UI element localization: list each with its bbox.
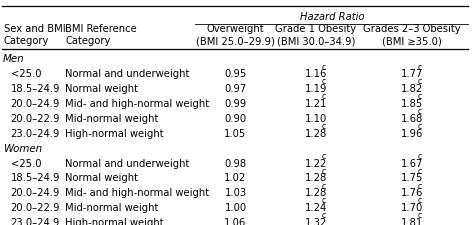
Text: c: c — [321, 166, 326, 175]
Text: Grades 2–3 Obesity
(BMI ≥35.0): Grades 2–3 Obesity (BMI ≥35.0) — [364, 24, 461, 46]
Text: High-normal weight: High-normal weight — [65, 128, 164, 138]
Text: 0.97: 0.97 — [224, 84, 246, 94]
Text: c: c — [321, 181, 326, 190]
Text: c: c — [321, 151, 326, 160]
Text: Normal weight: Normal weight — [65, 173, 138, 182]
Text: c: c — [418, 122, 422, 130]
Text: 1.06: 1.06 — [224, 217, 246, 225]
Text: c: c — [418, 210, 422, 219]
Text: Mid- and high-normal weight: Mid- and high-normal weight — [65, 187, 210, 197]
Text: 1.70: 1.70 — [401, 202, 423, 212]
Text: Grade 1 Obesity
(BMI 30.0–34.9): Grade 1 Obesity (BMI 30.0–34.9) — [275, 24, 356, 46]
Text: c: c — [321, 196, 326, 205]
Text: High-normal weight: High-normal weight — [65, 217, 164, 225]
Text: 1.68: 1.68 — [401, 113, 423, 123]
Text: BMI Reference
Category: BMI Reference Category — [65, 24, 137, 46]
Text: c: c — [418, 77, 422, 86]
Text: 18.5–24.9: 18.5–24.9 — [10, 84, 60, 94]
Text: 1.05: 1.05 — [224, 128, 246, 138]
Text: Normal and underweight: Normal and underweight — [65, 158, 190, 168]
Text: 18.5–24.9: 18.5–24.9 — [10, 173, 60, 182]
Text: 1.21: 1.21 — [305, 99, 327, 108]
Text: c: c — [321, 210, 326, 219]
Text: c: c — [418, 92, 422, 101]
Text: Mid-normal weight: Mid-normal weight — [65, 202, 159, 212]
Text: 1.22: 1.22 — [305, 158, 327, 168]
Text: Normal and underweight: Normal and underweight — [65, 69, 190, 79]
Text: 0.90: 0.90 — [224, 113, 246, 123]
Text: 1.28: 1.28 — [305, 173, 327, 182]
Text: 1.00: 1.00 — [224, 202, 246, 212]
Text: 0.98: 0.98 — [224, 158, 246, 168]
Text: c: c — [321, 62, 326, 71]
Text: Hazard Ratio: Hazard Ratio — [300, 11, 364, 22]
Text: 1.32: 1.32 — [305, 217, 327, 225]
Text: c: c — [418, 181, 422, 190]
Text: Normal weight: Normal weight — [65, 84, 138, 94]
Text: c: c — [321, 122, 326, 130]
Text: 1.24: 1.24 — [305, 202, 327, 212]
Text: Mid- and high-normal weight: Mid- and high-normal weight — [65, 99, 210, 108]
Text: Overweight
(BMI 25.0–29.9): Overweight (BMI 25.0–29.9) — [196, 24, 275, 46]
Text: c: c — [321, 77, 326, 86]
Text: 23.0–24.9: 23.0–24.9 — [10, 128, 60, 138]
Text: <25.0: <25.0 — [10, 158, 41, 168]
Text: c: c — [418, 151, 422, 160]
Text: c: c — [418, 196, 422, 205]
Text: 1.16: 1.16 — [305, 69, 327, 79]
Text: 0.99: 0.99 — [224, 99, 246, 108]
Text: 1.96: 1.96 — [401, 128, 423, 138]
Text: 1.76: 1.76 — [401, 187, 423, 197]
Text: 1.28: 1.28 — [305, 128, 327, 138]
Text: 23.0–24.9: 23.0–24.9 — [10, 217, 60, 225]
Text: 1.77: 1.77 — [401, 69, 423, 79]
Text: 1.03: 1.03 — [224, 187, 246, 197]
Text: Men: Men — [3, 54, 25, 64]
Text: Mid-normal weight: Mid-normal weight — [65, 113, 159, 123]
Text: 1.28: 1.28 — [305, 187, 327, 197]
Text: c: c — [321, 92, 326, 101]
Text: 1.85: 1.85 — [401, 99, 423, 108]
Text: Sex and BMI
Category: Sex and BMI Category — [3, 24, 65, 46]
Text: <25.0: <25.0 — [10, 69, 41, 79]
Text: c: c — [418, 107, 422, 116]
Text: 1.75: 1.75 — [401, 173, 423, 182]
Text: 20.0–22.9: 20.0–22.9 — [10, 202, 60, 212]
Text: 20.0–24.9: 20.0–24.9 — [10, 187, 60, 197]
Text: 0.95: 0.95 — [224, 69, 246, 79]
Text: c: c — [418, 166, 422, 175]
Text: 1.10: 1.10 — [305, 113, 327, 123]
Text: 1.82: 1.82 — [401, 84, 423, 94]
Text: 1.02: 1.02 — [224, 173, 246, 182]
Text: 1.81: 1.81 — [401, 217, 423, 225]
Text: 20.0–24.9: 20.0–24.9 — [10, 99, 60, 108]
Text: 20.0–22.9: 20.0–22.9 — [10, 113, 60, 123]
Text: c: c — [418, 62, 422, 71]
Text: 1.19: 1.19 — [305, 84, 327, 94]
Text: 1.67: 1.67 — [401, 158, 423, 168]
Text: Women: Women — [3, 143, 42, 153]
